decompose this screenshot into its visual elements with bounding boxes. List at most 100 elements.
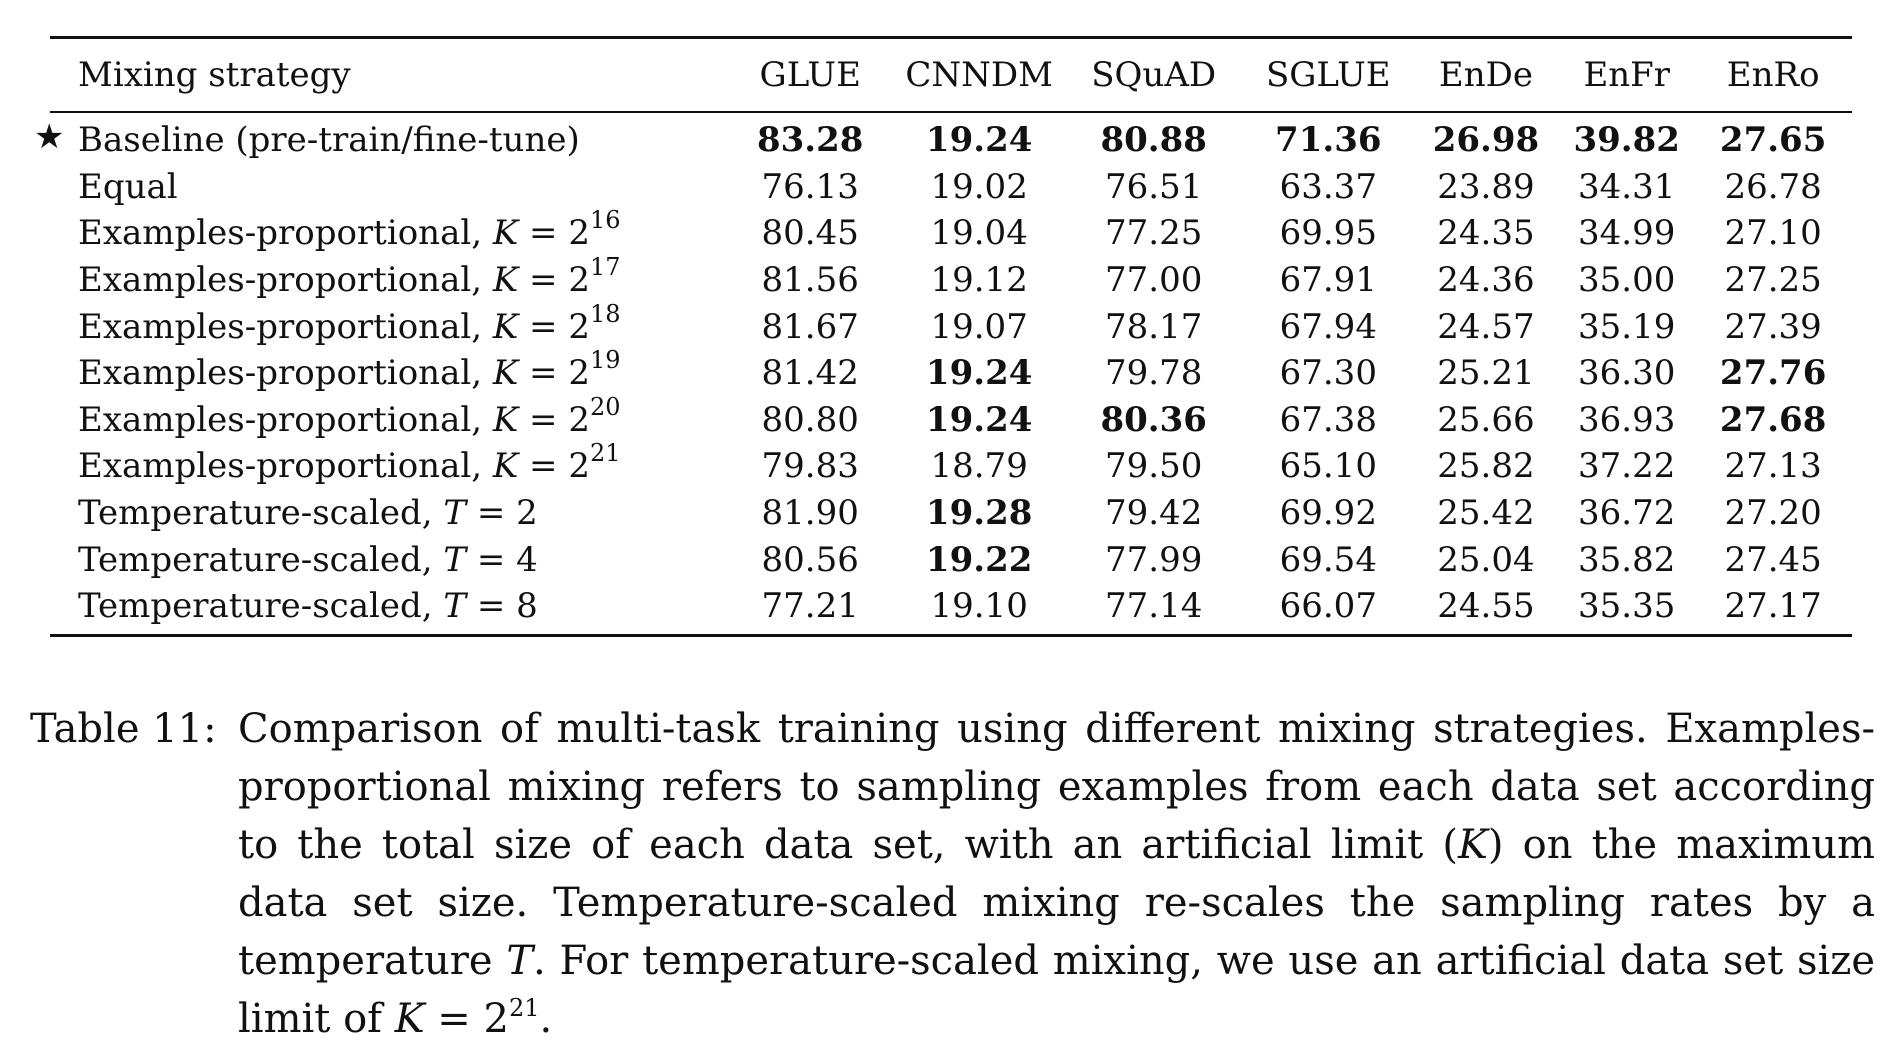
strategy-label: Baseline (pre-train/fine-tune) bbox=[78, 120, 580, 161]
strategy-base: 2 bbox=[568, 399, 590, 440]
value-cell: 19.07 bbox=[930, 306, 1028, 347]
value-cell: 77.00 bbox=[1105, 260, 1203, 301]
header-row: Mixing strategy GLUE CNNDM SQuAD SGLUE E… bbox=[50, 39, 1852, 111]
value-cell: 69.92 bbox=[1279, 493, 1377, 534]
value-cell: 25.21 bbox=[1437, 353, 1535, 394]
value-cell: 77.14 bbox=[1105, 586, 1203, 627]
value-cell: 19.04 bbox=[930, 213, 1028, 254]
strategy-variable: K bbox=[492, 446, 519, 487]
strategy-base: 8 bbox=[516, 586, 538, 627]
strategy-equals: = bbox=[466, 539, 517, 580]
strategy-base: 2 bbox=[568, 213, 590, 254]
value-cell: 27.10 bbox=[1724, 213, 1822, 254]
strategy-equals: = bbox=[518, 306, 569, 347]
strategy-equals: = bbox=[466, 493, 517, 534]
strategy-base: 2 bbox=[516, 493, 538, 534]
strategy-label: Equal bbox=[78, 166, 178, 207]
strategy-cell: ★ Baseline (pre-train/fine-tune) bbox=[34, 113, 726, 164]
caption-text: Comparison of multi-task training using … bbox=[238, 700, 1875, 1048]
header-cell: EnRo bbox=[1726, 55, 1820, 95]
strategy-variable: T bbox=[443, 493, 467, 534]
value-cell: 25.42 bbox=[1437, 493, 1535, 534]
strategy-base: 2 bbox=[568, 353, 590, 394]
caption-eq: = bbox=[424, 996, 484, 1042]
strategy-base: 4 bbox=[516, 539, 538, 580]
table-row: ★ Baseline (pre-train/fine-tune) 83.28 19.2… bbox=[34, 113, 1852, 164]
strategy-equals: = bbox=[518, 353, 569, 394]
value-cell: 67.91 bbox=[1279, 260, 1377, 301]
header-rule bbox=[50, 111, 1852, 113]
value-cell: 18.79 bbox=[930, 446, 1028, 487]
header-cell: CNNDM bbox=[905, 55, 1053, 95]
table-row: Examples-proportional, K = 221 79.83 18.79… bbox=[50, 441, 1852, 490]
caption-exponent: 21 bbox=[509, 994, 540, 1022]
strategy-cell: Equal bbox=[50, 164, 726, 211]
value-cell: 24.55 bbox=[1437, 586, 1535, 627]
value-cell: 79.83 bbox=[761, 446, 859, 487]
strategy-exponent: 18 bbox=[590, 299, 621, 328]
strategy-cell: Temperature-scaled, T = 8 bbox=[50, 583, 726, 630]
value-cell: 81.56 bbox=[761, 260, 859, 301]
results-table: Mixing strategy GLUE CNNDM SQuAD SGLUE E… bbox=[50, 39, 1852, 111]
value-cell: 39.82 bbox=[1573, 120, 1680, 161]
value-cell: 66.07 bbox=[1279, 586, 1377, 627]
table-caption: Table 11: Comparison of multi-task train… bbox=[30, 700, 1875, 1048]
caption-label: Table 11: bbox=[30, 706, 217, 752]
caption-text-part: Comparison of multi-task training using … bbox=[238, 706, 1875, 868]
value-cell: 37.22 bbox=[1578, 446, 1676, 487]
value-cell: 19.24 bbox=[925, 120, 1033, 161]
value-cell: 26.98 bbox=[1432, 120, 1540, 161]
strategy-label: Examples-proportional, bbox=[78, 353, 493, 394]
strategy-base: 2 bbox=[568, 306, 590, 347]
strategy-label: Temperature-scaled, bbox=[78, 493, 444, 534]
value-cell: 80.80 bbox=[761, 399, 859, 440]
value-cell: 19.28 bbox=[925, 493, 1033, 534]
value-cell: 19.12 bbox=[930, 260, 1028, 301]
value-cell: 25.04 bbox=[1437, 539, 1535, 580]
value-cell: 35.35 bbox=[1578, 586, 1676, 627]
table-row: Examples-proportional, K = 217 81.56 19.12… bbox=[50, 255, 1852, 304]
value-cell: 79.42 bbox=[1105, 493, 1203, 534]
value-cell: 36.30 bbox=[1578, 353, 1676, 394]
value-cell: 24.36 bbox=[1437, 260, 1535, 301]
strategy-base: 2 bbox=[568, 446, 590, 487]
header-cell: SQuAD bbox=[1091, 55, 1217, 95]
value-cell: 27.39 bbox=[1724, 306, 1822, 347]
value-cell: 27.68 bbox=[1719, 399, 1827, 440]
bottom-rule bbox=[50, 633, 1852, 637]
caption-var: T bbox=[506, 938, 534, 984]
header-cell: Mixing strategy bbox=[78, 55, 351, 95]
caption-text-part: . bbox=[539, 996, 553, 1042]
table-row: Temperature-scaled, T = 2 81.90 19.28 79.42… bbox=[50, 490, 1852, 537]
table-row: Temperature-scaled, T = 4 80.56 19.22 77.99… bbox=[50, 536, 1852, 583]
strategy-base: 2 bbox=[568, 260, 590, 301]
value-cell: 76.13 bbox=[761, 166, 859, 207]
strategy-equals: = bbox=[518, 446, 569, 487]
value-cell: 25.66 bbox=[1437, 399, 1535, 440]
value-cell: 67.30 bbox=[1279, 353, 1377, 394]
strategy-exponent: 20 bbox=[590, 392, 621, 421]
value-cell: 34.31 bbox=[1578, 166, 1676, 207]
value-cell: 19.24 bbox=[925, 399, 1033, 440]
value-cell: 27.20 bbox=[1724, 493, 1822, 534]
value-cell: 80.88 bbox=[1100, 120, 1207, 161]
strategy-cell: Examples-proportional, K = 217 bbox=[50, 255, 726, 304]
value-cell: 69.95 bbox=[1279, 213, 1377, 254]
value-cell: 27.45 bbox=[1724, 539, 1822, 580]
header-cell: EnFr bbox=[1583, 55, 1670, 95]
strategy-variable: K bbox=[492, 260, 519, 301]
value-cell: 23.89 bbox=[1437, 166, 1535, 207]
value-cell: 77.25 bbox=[1105, 213, 1203, 254]
value-cell: 65.10 bbox=[1279, 446, 1377, 487]
value-cell: 77.21 bbox=[761, 586, 859, 627]
strategy-cell: Examples-proportional, K = 219 bbox=[50, 348, 726, 397]
value-cell: 27.25 bbox=[1724, 260, 1822, 301]
strategy-variable: T bbox=[443, 539, 467, 580]
strategy-equals: = bbox=[466, 586, 517, 627]
value-cell: 81.42 bbox=[761, 353, 859, 394]
top-rule bbox=[50, 36, 1852, 39]
strategy-label: Examples-proportional, bbox=[78, 213, 493, 254]
value-cell: 19.24 bbox=[925, 353, 1033, 394]
value-cell: 83.28 bbox=[756, 120, 864, 161]
strategy-variable: T bbox=[443, 586, 467, 627]
